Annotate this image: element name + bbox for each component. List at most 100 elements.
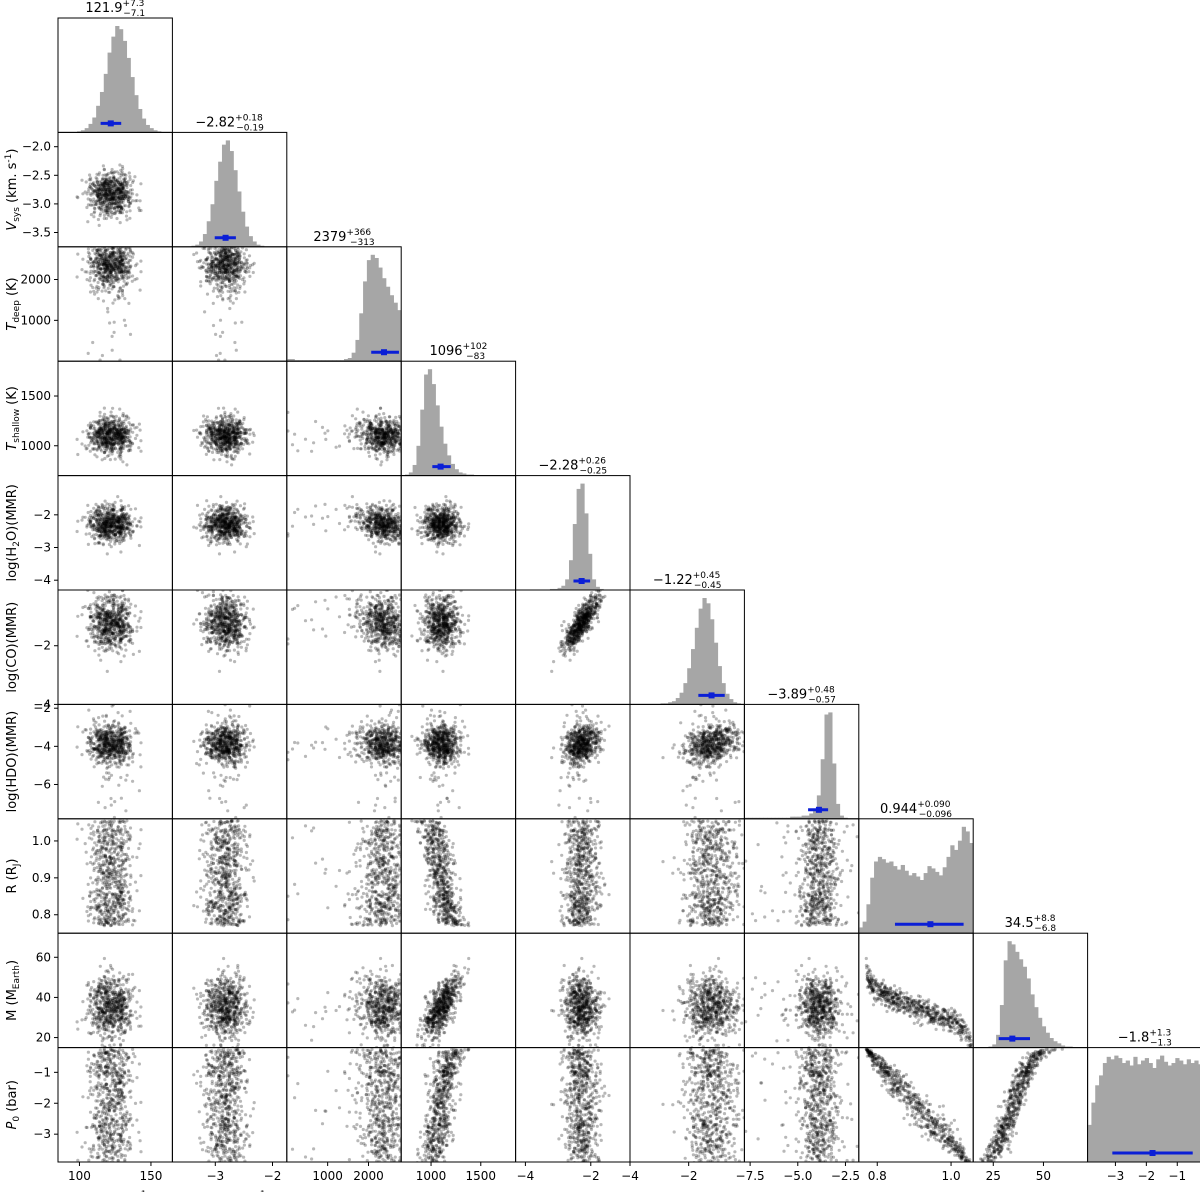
scatter-point [107, 537, 111, 542]
scatter-point [218, 438, 222, 442]
scatter-point [314, 419, 318, 424]
scatter-point [91, 524, 95, 528]
scatter-point [225, 444, 229, 448]
scatter-point [87, 516, 91, 520]
scatter-point [120, 523, 124, 527]
scatter-point [109, 525, 113, 530]
scatter-point [102, 522, 106, 526]
scatter-point [224, 434, 228, 439]
scatter-point [119, 438, 123, 442]
scatter-point [119, 273, 124, 277]
scatter-point [109, 274, 114, 279]
scatter-point [118, 250, 122, 254]
scatter-point [121, 431, 125, 435]
scatter-point [93, 277, 97, 281]
scatter-point [100, 442, 105, 446]
scatter-point [380, 427, 384, 431]
scatter-point [115, 431, 119, 435]
scatter-point [106, 274, 110, 278]
scatter-point [227, 522, 231, 526]
scatter-point [385, 439, 389, 443]
scatter-point [108, 186, 112, 190]
scatter-point [209, 446, 213, 450]
scatter-point [90, 535, 94, 539]
scatter-point [96, 264, 100, 268]
scatter-point [104, 437, 108, 441]
scatter-point [222, 518, 226, 522]
scatter-point [210, 540, 214, 544]
scatter-point [231, 417, 235, 421]
scatter-point [232, 431, 237, 435]
scatter-point [396, 421, 400, 425]
scatter-point [232, 524, 236, 528]
scatter-point [100, 274, 105, 278]
scatter-point [100, 441, 104, 445]
scatter-point [103, 246, 107, 251]
scatter-point [220, 250, 224, 254]
scatter-point [104, 252, 109, 256]
scatter-point [99, 506, 103, 510]
scatter-point [223, 512, 227, 516]
scatter-point [209, 262, 213, 266]
scatter-point [101, 431, 105, 435]
scatter-point [125, 266, 129, 270]
scatter-point [215, 527, 219, 531]
scatter-point [105, 529, 109, 533]
scatter-point [223, 523, 227, 528]
scatter-point [97, 198, 101, 202]
scatter-point [242, 442, 246, 446]
scatter-point [113, 261, 117, 265]
panel-title: 1096+102 −83 [429, 342, 487, 362]
scatter-point [120, 181, 124, 186]
scatter-point [212, 524, 216, 528]
scatter-point [97, 253, 101, 257]
scatter-point [118, 208, 122, 212]
scatter-point [220, 444, 224, 448]
scatter-point [105, 265, 109, 269]
scatter-point [398, 439, 402, 443]
scatter-point [98, 212, 103, 216]
scatter-point [218, 254, 222, 258]
scatter-point [102, 271, 106, 275]
scatter-point [97, 195, 101, 199]
scatter-point [129, 534, 133, 538]
scatter-point [234, 435, 238, 439]
scatter-point [96, 529, 100, 533]
scatter-point [113, 268, 117, 273]
scatter-point [119, 238, 122, 241]
scatter-point [388, 430, 393, 434]
scatter-point [220, 271, 224, 275]
scatter-point [401, 418, 404, 421]
scatter-point [120, 258, 124, 262]
scatter-point [125, 186, 129, 190]
scatter-point [118, 195, 122, 199]
scatter-point [225, 512, 229, 517]
scatter-point [87, 518, 91, 522]
scatter-point [100, 353, 104, 358]
scatter-point [119, 191, 123, 195]
scatter-point [371, 439, 375, 443]
scatter-point [109, 196, 113, 200]
scatter-point [119, 529, 123, 533]
scatter-point [384, 440, 388, 444]
scatter-point [118, 432, 123, 436]
scatter-point [223, 508, 227, 512]
scatter-point [119, 182, 124, 186]
scatter-point [229, 455, 233, 459]
scatter-point [201, 420, 205, 424]
scatter-point [86, 220, 90, 224]
scatter-point [104, 529, 108, 533]
scatter-point [367, 424, 371, 428]
scatter-point [244, 530, 248, 534]
scatter-point [224, 415, 228, 419]
scatter-point [118, 524, 122, 528]
scatter-point [223, 422, 227, 426]
scatter-point [110, 449, 114, 453]
scatter-point [226, 269, 230, 273]
scatter-point [99, 449, 104, 453]
scatter-point [373, 448, 378, 452]
scatter-point [113, 202, 117, 206]
scatter-point [119, 525, 123, 529]
scatter-point [109, 256, 113, 260]
scatter-point [214, 264, 218, 268]
